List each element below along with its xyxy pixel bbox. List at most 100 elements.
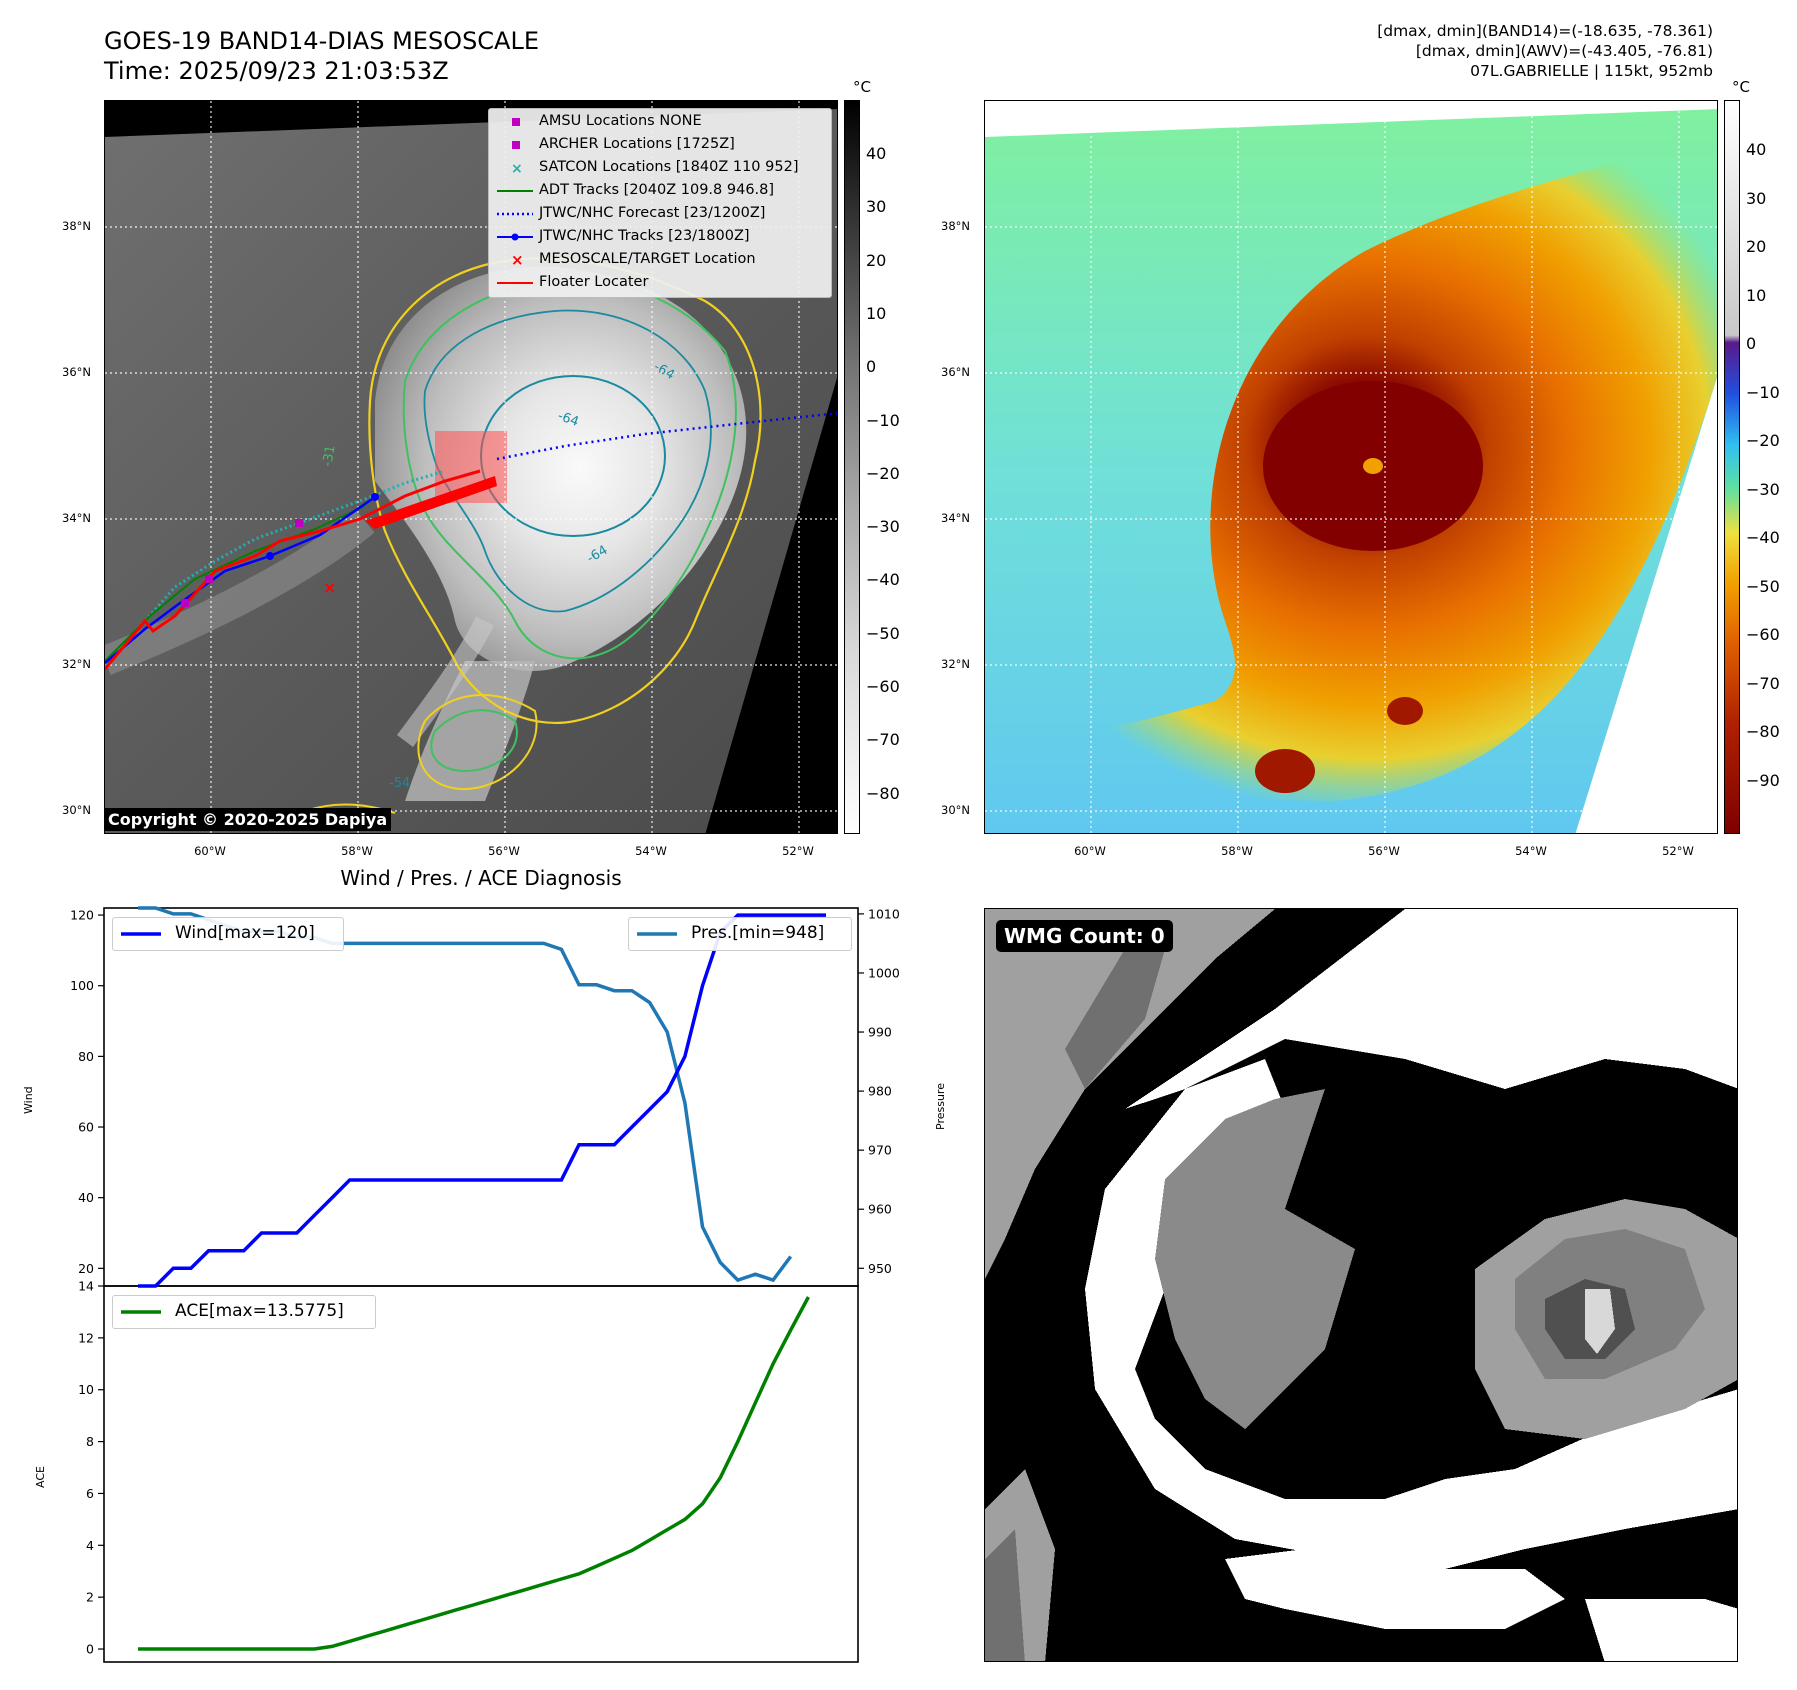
lat-label: 34°N <box>941 511 970 525</box>
wmg-panel <box>984 908 1738 1662</box>
diagnosis-title: Wind / Pres. / ACE Diagnosis <box>340 866 622 890</box>
wind-legend: Wind[max=120] <box>112 917 344 951</box>
awv-colorbar-ticks: 40 30 20 10 0 −10 −20 −30 −40 −50 −60 −70 −80 −90 <box>1746 100 1796 834</box>
pressure-y-ticks: 950 960 970 980 990 1000 1010 <box>858 906 900 1276</box>
ir-colorbar-ticks: 40 30 20 10 0 −10 −20 −30 −40 −50 −60 −70 −80 <box>866 100 926 834</box>
axis-tick-label: 980 <box>868 1084 892 1099</box>
lon-label: 56°W <box>1368 844 1400 858</box>
info-awv: [dmax, dmin](AWV)=(-43.405, -76.81) <box>1415 42 1713 60</box>
colorbar-tick-label: 0 <box>866 357 877 377</box>
legend-entry-adt: ADT Tracks [2040Z 109.8 946.8] <box>497 182 775 198</box>
axis-tick-label: 8 <box>86 1434 94 1449</box>
lat-label: 38°N <box>62 219 91 233</box>
axis-tick-label: 6 <box>86 1486 94 1501</box>
pressure-series-line <box>138 906 793 1283</box>
colorbar-tick-label: 10 <box>1746 285 1767 305</box>
wmg-count-badge: WMG Count: 0 <box>996 920 1173 952</box>
lat-label: 38°N <box>941 219 970 233</box>
legend-entry-mesoscale: × MESOSCALE/TARGET Location <box>511 251 756 267</box>
ace-series-line <box>138 1296 810 1651</box>
colorbar-tick-label: 20 <box>1746 237 1767 256</box>
legend-entry-tracks: JTWC/NHC Tracks [23/1800Z] <box>489 226 831 248</box>
legend-entry-satcon: × SATCON Locations [1840Z 110 952] <box>511 159 799 175</box>
info-storm: 07L.GABRIELLE | 115kt, 952mb <box>1470 62 1713 80</box>
axis-tick-label: 960 <box>868 1202 892 1217</box>
wind-series-line <box>138 913 826 1288</box>
axis-tick-label: 10 <box>78 1382 94 1397</box>
colorbar-tick-label: −20 <box>866 463 900 483</box>
lon-label: 58°W <box>1221 844 1253 858</box>
contour-label: -31 <box>320 444 338 468</box>
awv-colorbar-unit: °C <box>1732 78 1750 96</box>
info-band14: [dmax, dmin](BAND14)=(-18.635, -78.361) <box>1377 22 1713 40</box>
contour-label: -54 <box>389 776 410 791</box>
lat-label: 30°N <box>941 803 970 817</box>
lon-label: 58°W <box>341 844 373 858</box>
colorbar-tick-label: −10 <box>866 410 900 430</box>
chart-time: Time: 2025/09/23 21:03:53Z <box>104 57 449 85</box>
colorbar-tick-label: −10 <box>1746 382 1780 402</box>
ir-colorbar <box>844 100 860 834</box>
axis-tick-label: 970 <box>868 1143 892 1158</box>
lat-label: 30°N <box>62 803 91 817</box>
svg-text:×: × <box>511 161 523 175</box>
colorbar-tick-label: 30 <box>866 197 887 217</box>
colorbar-tick-label: 40 <box>1746 140 1767 159</box>
lon-label: 52°W <box>782 844 814 858</box>
svg-text:×: × <box>323 578 336 597</box>
pressure-legend: Pres.[min=948] <box>628 917 852 951</box>
colorbar-tick-label: −90 <box>1746 770 1780 790</box>
colorbar-tick-label: −80 <box>866 783 900 803</box>
ir-legend: AMSU Locations NONE ARCHER Locations [17… <box>488 108 832 298</box>
axis-tick-label: 60 <box>78 1120 94 1135</box>
svg-text:×: × <box>511 253 524 267</box>
ace-legend-label: ACE[max=13.5775] <box>175 1301 344 1321</box>
copyright-label: Copyright © 2020-2025 Dapiya <box>104 808 392 831</box>
legend-entry-floater: Floater Locater <box>497 274 649 290</box>
axis-tick-label: 4 <box>86 1538 94 1553</box>
colorbar-tick-label: −30 <box>866 517 900 537</box>
axis-tick-label: 14 <box>78 1279 94 1294</box>
awv-colorbar <box>1724 100 1740 834</box>
lat-label: 36°N <box>62 365 91 379</box>
axis-tick-label: 990 <box>868 1025 892 1040</box>
axis-tick-label: 1000 <box>868 965 900 980</box>
colorbar-tick-label: −40 <box>866 570 900 590</box>
colorbar-tick-label: −70 <box>1746 673 1780 693</box>
axis-tick-label: 100 <box>70 978 94 993</box>
wind-plot-frame <box>103 907 859 1287</box>
legend-entry-archer: ARCHER Locations [1725Z] <box>489 134 831 156</box>
colorbar-tick-label: 30 <box>1746 188 1767 208</box>
colorbar-tick-label: −60 <box>866 677 900 696</box>
lon-label: 52°W <box>1662 844 1694 858</box>
axis-tick-label: 80 <box>78 1049 94 1064</box>
colorbar-tick-label: −70 <box>866 730 900 750</box>
legend-entry-forecast: JTWC/NHC Forecast [23/1200Z] <box>497 205 766 221</box>
pressure-legend-label: Pres.[min=948] <box>691 923 825 943</box>
lon-label: 54°W <box>1515 844 1547 858</box>
lon-label: 60°W <box>194 844 226 858</box>
contour-label: -64 <box>556 409 581 430</box>
ace-y-ticks: 0 2 4 6 8 10 12 14 <box>78 1279 104 1657</box>
lon-label: 56°W <box>488 844 520 858</box>
wind-y-ticks: 20 40 60 80 100 120 <box>70 908 104 1276</box>
colorbar-tick-label: −80 <box>1746 722 1780 741</box>
lat-label: 32°N <box>62 657 91 671</box>
axis-tick-label: 0 <box>86 1642 94 1657</box>
axis-tick-label: 1010 <box>868 906 900 921</box>
legend-entry-amsu: AMSU Locations NONE <box>489 111 831 133</box>
lat-label: 32°N <box>941 657 970 671</box>
axis-tick-label: 2 <box>86 1590 94 1605</box>
wind-legend-label: Wind[max=120] <box>175 923 315 943</box>
colorbar-tick-label: 0 <box>1746 334 1757 353</box>
colorbar-tick-label: −60 <box>1746 625 1780 644</box>
colorbar-tick-label: −30 <box>1746 479 1780 499</box>
wmg-image <box>985 909 1737 1661</box>
colorbar-tick-label: −20 <box>1746 431 1780 450</box>
ace-legend: ACE[max=13.5775] <box>112 1295 376 1329</box>
axis-tick-label: 20 <box>78 1261 94 1276</box>
awv-map-image <box>985 101 1717 833</box>
colorbar-tick-label: 40 <box>866 144 887 163</box>
ace-plot-frame <box>103 1285 859 1663</box>
